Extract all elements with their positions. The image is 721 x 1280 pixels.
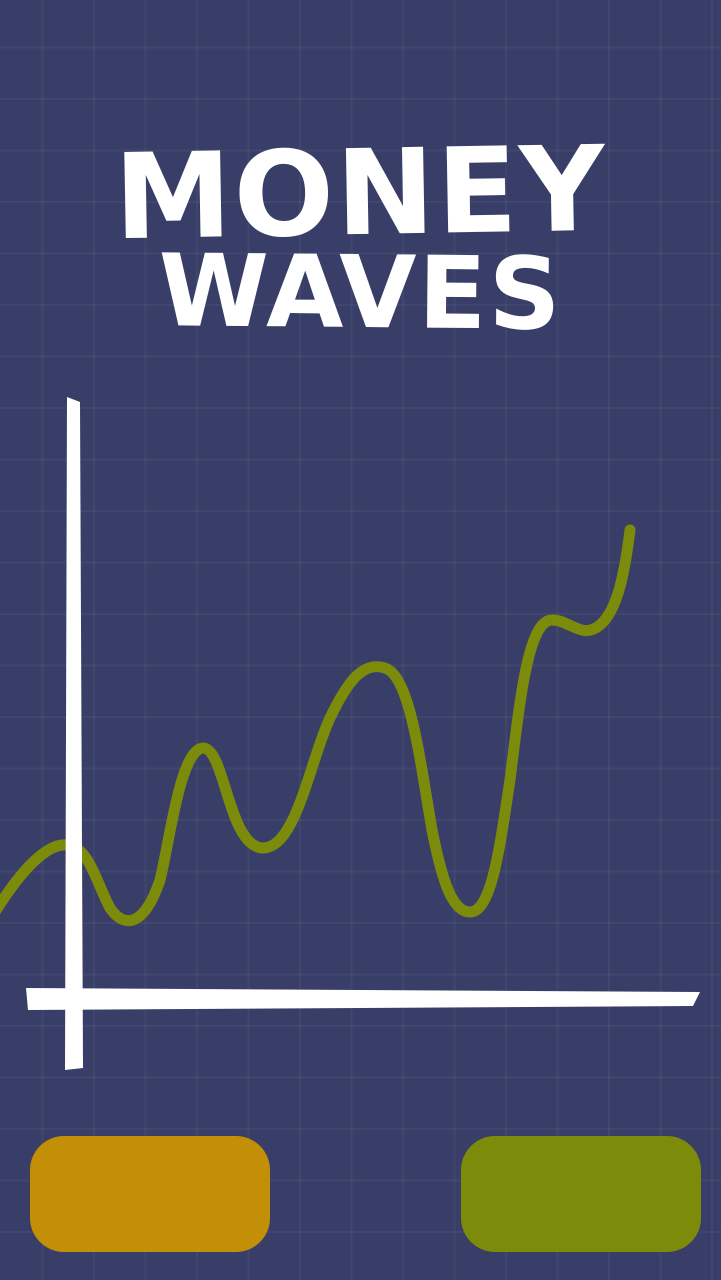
x-axis <box>26 988 700 1010</box>
y-axis <box>65 397 83 1070</box>
price-wave-line <box>0 524 636 927</box>
sell-button[interactable] <box>30 1136 270 1252</box>
buy-button[interactable] <box>461 1136 701 1252</box>
